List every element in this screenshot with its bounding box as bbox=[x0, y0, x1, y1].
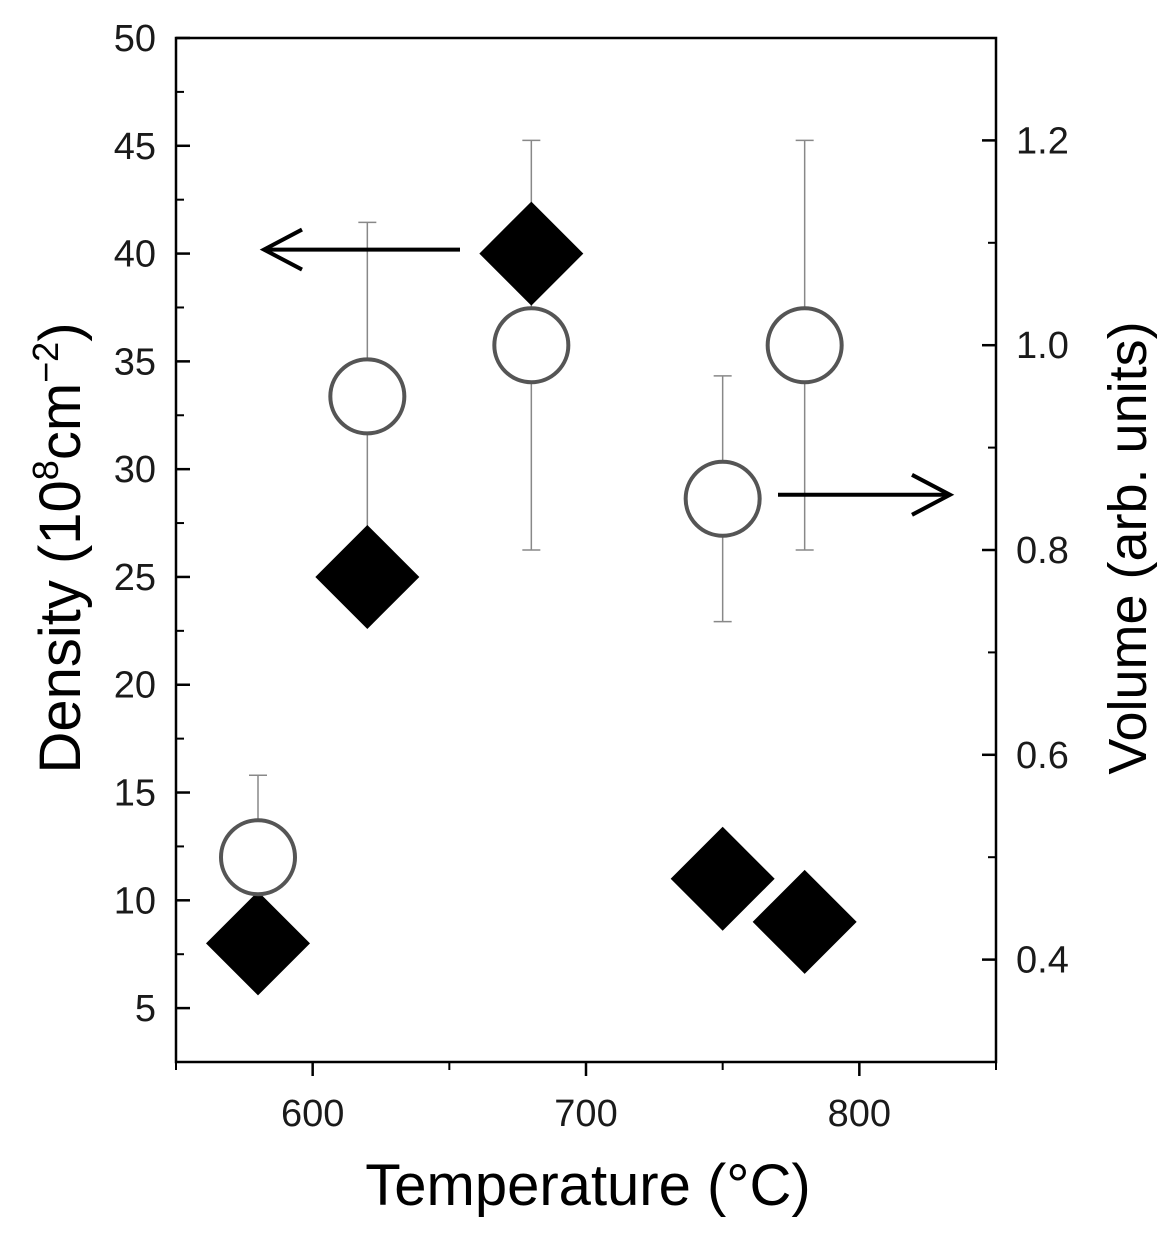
volume-circle-point bbox=[219, 818, 297, 897]
axis-pointer-arrows bbox=[259, 227, 955, 517]
y-axis-title-exp2: −2 bbox=[25, 342, 66, 383]
left-axis-ticks: 5 10 15 20 25 30 35 40 45 50 bbox=[114, 18, 190, 1030]
y-axis-title-part: Density (10 bbox=[28, 480, 93, 773]
y2-axis-title: Volume (arb. units) bbox=[1098, 321, 1158, 774]
y-axis-title-end: ) bbox=[28, 322, 93, 341]
plot-frame bbox=[174, 36, 998, 1064]
volume-circle-point bbox=[765, 306, 844, 385]
y-tick-label: 5 bbox=[135, 988, 156, 1030]
x-tick-label: 700 bbox=[554, 1093, 617, 1135]
x-tick-label: 600 bbox=[281, 1093, 344, 1135]
y-tick-label: 45 bbox=[114, 126, 156, 168]
y-tick-label: 20 bbox=[114, 665, 156, 707]
volume-circle-point bbox=[683, 459, 762, 538]
y-tick-label: 40 bbox=[114, 234, 156, 276]
volume-circle-point bbox=[328, 357, 407, 436]
right-arrow-head bbox=[911, 473, 955, 517]
y2-tick-label: 1.2 bbox=[1016, 120, 1069, 162]
plot-border bbox=[174, 36, 998, 1064]
y2-tick-label: 0.8 bbox=[1016, 530, 1069, 572]
y-tick-label: 10 bbox=[114, 880, 156, 922]
y-tick-label: 30 bbox=[114, 449, 156, 491]
density-diamond-point bbox=[315, 524, 420, 629]
density-markers bbox=[206, 201, 857, 996]
density-diamond-point bbox=[206, 891, 310, 996]
y-tick-label: 15 bbox=[114, 773, 156, 815]
y-tick-label: 50 bbox=[114, 18, 156, 60]
y-axis-title: Density (108cm−2) bbox=[25, 322, 93, 773]
volume-markers bbox=[219, 306, 844, 897]
right-axis-ticks: 0.4 0.6 0.8 1.0 1.2 bbox=[982, 37, 1069, 982]
y-tick-label: 25 bbox=[114, 557, 156, 599]
y2-tick-label: 0.4 bbox=[1016, 940, 1069, 982]
density-diamond-point bbox=[479, 201, 584, 306]
x-axis-title: Temperature (°C) bbox=[365, 1153, 810, 1218]
y2-tick-label: 1.0 bbox=[1016, 325, 1069, 367]
density-diamond-point bbox=[670, 826, 775, 931]
volume-circle-point bbox=[492, 306, 571, 385]
y-tick-label: 35 bbox=[114, 341, 156, 383]
left-arrow-head bbox=[259, 227, 303, 272]
density-diamond-point bbox=[752, 869, 857, 974]
y-axis-title-exp1: 8 bbox=[25, 460, 66, 480]
x-axis-ticks: 600 700 800 bbox=[175, 1062, 997, 1135]
y2-tick-label: 0.6 bbox=[1016, 735, 1069, 777]
y-axis-title-unit: cm bbox=[28, 383, 93, 460]
x-tick-label: 800 bbox=[828, 1093, 891, 1135]
